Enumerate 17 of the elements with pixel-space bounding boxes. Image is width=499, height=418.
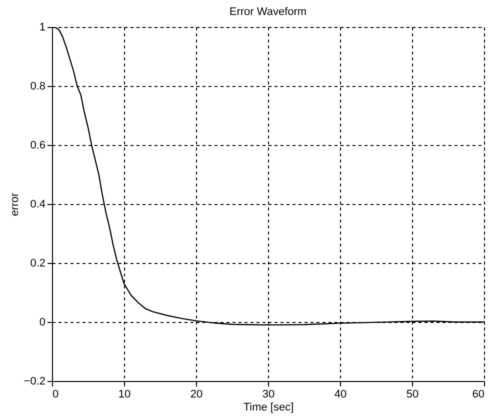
x-axis-title: Time [sec] [243, 402, 294, 414]
x-tick-label: 0 [52, 388, 59, 400]
x-tick-label: 50 [406, 388, 419, 400]
chart-title: Error Waveform [229, 6, 307, 18]
x-tick-label: 10 [118, 388, 131, 400]
y-tick-label: 1 [39, 22, 46, 34]
y-axis-title: error [8, 192, 21, 216]
y-tick-label: 0.4 [30, 198, 46, 210]
y-tick-label: 0 [39, 316, 46, 328]
y-tick-label: −0.2 [24, 376, 46, 388]
y-tick-label: 0.8 [30, 80, 46, 92]
x-tick-label: 60 [472, 388, 484, 400]
y-tick-label: 0.2 [30, 258, 46, 270]
y-tick-label: 0.6 [30, 140, 46, 152]
x-tick-label: 30 [262, 388, 275, 400]
x-tick-label: 20 [190, 388, 203, 400]
x-tick-label: 40 [334, 388, 347, 400]
